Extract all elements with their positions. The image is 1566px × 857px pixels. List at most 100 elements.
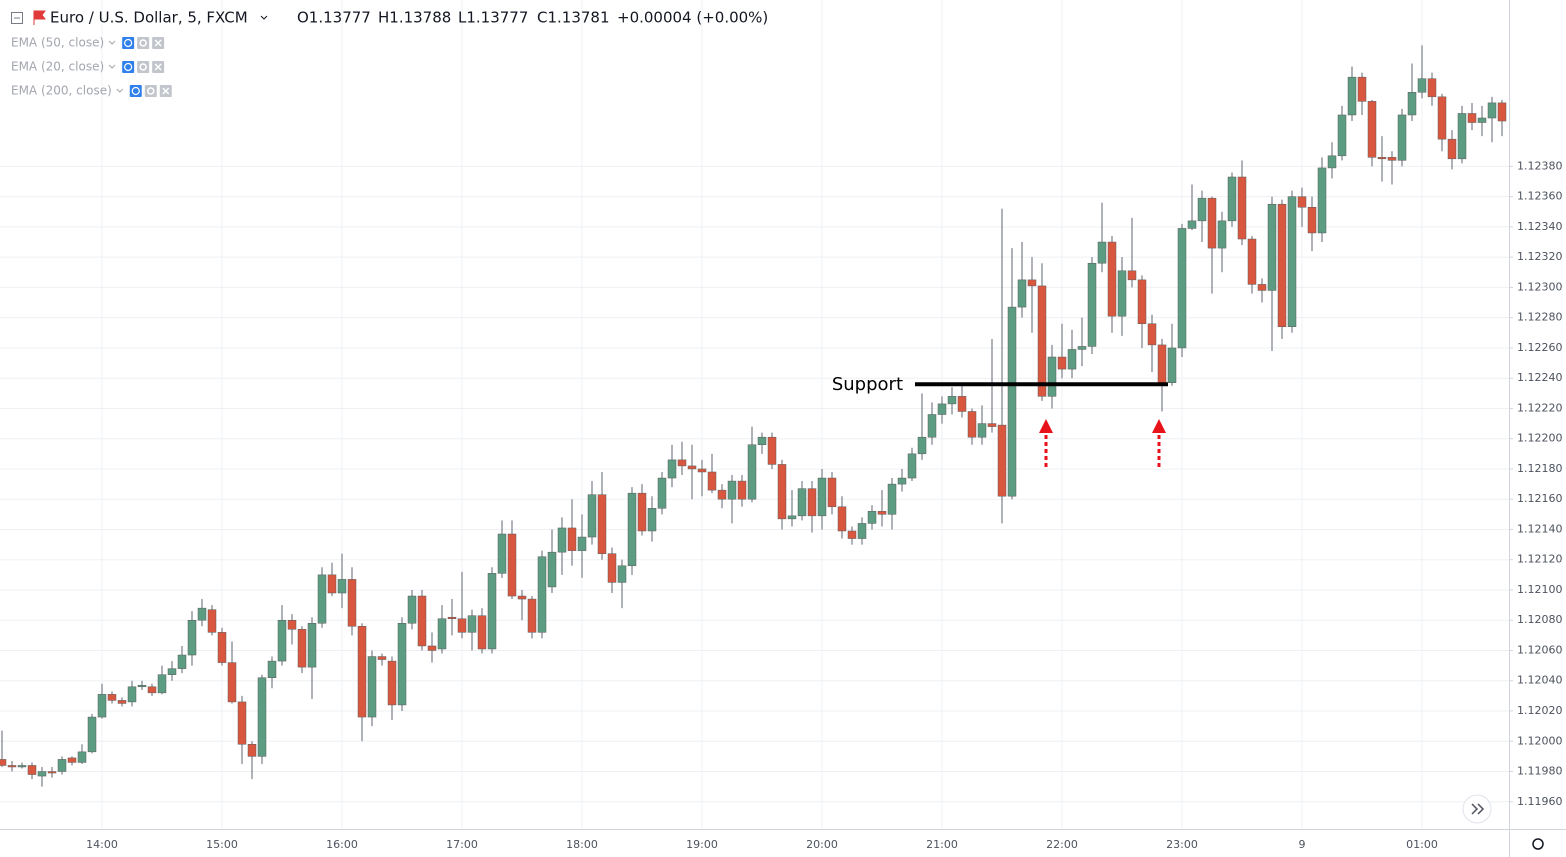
- y-tick-label: 1.12320: [1517, 250, 1563, 263]
- candle-body: [837, 506, 847, 532]
- candle-body: [887, 483, 897, 515]
- y-tick-label: 1.12380: [1517, 159, 1563, 172]
- x-tick-label: 22:00: [1046, 838, 1078, 851]
- candle-body: [267, 660, 277, 678]
- indicator-label: EMA (20, close): [11, 60, 104, 74]
- candle-body: [1497, 102, 1507, 122]
- candle-body: [727, 480, 737, 500]
- candle-body: [647, 508, 657, 532]
- candle-body: [1457, 113, 1467, 160]
- y-tick-label: 1.12000: [1517, 734, 1563, 747]
- candle-body: [1337, 114, 1347, 157]
- dropdown-caret[interactable]: [260, 15, 268, 20]
- indicator-caret: [108, 40, 116, 45]
- candle-body: [57, 759, 67, 772]
- y-tick-label: 1.12180: [1517, 462, 1563, 475]
- candle-body: [877, 511, 887, 515]
- candle-body: [537, 556, 547, 633]
- y-tick-label: 1.12040: [1517, 674, 1563, 687]
- candle-body: [147, 686, 157, 694]
- candle-body: [227, 662, 237, 703]
- candle-body: [1067, 349, 1077, 370]
- visibility-icon-mark: [124, 38, 133, 48]
- candle-body: [217, 632, 227, 663]
- candle-body: [247, 744, 257, 757]
- candle-body: [1077, 346, 1087, 350]
- candle-body: [87, 716, 97, 753]
- candle-body: [457, 618, 467, 633]
- candle-body: [0, 759, 7, 766]
- candle-body: [1037, 285, 1047, 397]
- candle-body: [177, 654, 187, 669]
- ohlc-value: L1.13777: [458, 9, 528, 27]
- candle-body: [737, 480, 747, 500]
- collapse-icon[interactable]: [11, 12, 23, 24]
- settings-icon[interactable]: [1532, 838, 1544, 850]
- candle-body: [117, 700, 127, 704]
- candle-body: [237, 701, 247, 745]
- visibility-icon[interactable]: [122, 37, 135, 49]
- candle-body: [1057, 356, 1067, 370]
- candle-body: [657, 477, 667, 509]
- candle-body: [907, 453, 917, 479]
- candle-body: [1017, 279, 1027, 308]
- candle-body: [387, 660, 397, 706]
- x-tick-label: 18:00: [566, 838, 598, 851]
- visibility-icon-mark: [124, 62, 133, 72]
- candle-body: [337, 579, 347, 594]
- flag-icon: [33, 10, 46, 25]
- visibility-icon[interactable]: [122, 61, 135, 73]
- y-tick-label: 1.12100: [1517, 583, 1563, 596]
- candle-body: [637, 492, 647, 532]
- candle-body: [557, 527, 567, 553]
- candle-body: [1277, 203, 1287, 328]
- candle-body: [137, 685, 147, 688]
- settings-icon[interactable]: [137, 37, 150, 49]
- indicator-label: EMA (50, close): [11, 36, 104, 50]
- candle-body: [677, 459, 687, 467]
- remove-icon-mark: [154, 39, 162, 47]
- visibility-icon[interactable]: [129, 85, 142, 97]
- y-tick-label: 1.12220: [1517, 401, 1563, 414]
- symbol-title[interactable]: Euro / U.S. Dollar, 5, FXCM: [50, 9, 248, 27]
- candle-body: [1117, 270, 1127, 317]
- candle-body: [297, 629, 307, 668]
- candle-body: [437, 618, 447, 650]
- ohlc-value: +0.00004 (+0.00%): [617, 9, 768, 27]
- candle-body: [327, 574, 337, 594]
- candle-body: [1237, 176, 1247, 240]
- y-tick-label: 1.12160: [1517, 492, 1563, 505]
- candle-body: [687, 465, 697, 470]
- candle-body: [947, 396, 957, 405]
- settings-icon[interactable]: [144, 85, 157, 97]
- candle-body: [477, 615, 487, 650]
- candle-body: [767, 436, 777, 465]
- candle-body: [807, 488, 817, 517]
- candle-body: [1357, 76, 1367, 102]
- y-tick-label: 1.12060: [1517, 643, 1563, 656]
- settings-icon[interactable]: [137, 61, 150, 73]
- remove-icon-mark: [154, 63, 162, 71]
- candle-body: [1427, 78, 1437, 98]
- candle-body: [7, 765, 17, 768]
- ohlc-value: O1.13777: [297, 9, 371, 27]
- candle-body: [307, 623, 317, 668]
- candle-body: [797, 488, 807, 517]
- candle-body: [577, 536, 587, 551]
- x-tick-label: 15:00: [206, 838, 238, 851]
- candle-body: [287, 619, 297, 630]
- x-tick-label: 16:00: [326, 838, 358, 851]
- candle-body: [397, 623, 407, 706]
- candle-body: [37, 771, 47, 777]
- candle-body: [357, 626, 367, 718]
- candle-body: [927, 414, 937, 438]
- candle-body: [1347, 76, 1357, 116]
- candle-body: [1447, 138, 1457, 160]
- candle-body: [187, 619, 197, 656]
- candle-body: [77, 751, 87, 763]
- candle-body: [1007, 306, 1017, 497]
- candle-body: [757, 436, 767, 446]
- candle-body: [1487, 102, 1497, 119]
- candle-body: [547, 551, 557, 588]
- candle-body: [1147, 323, 1157, 346]
